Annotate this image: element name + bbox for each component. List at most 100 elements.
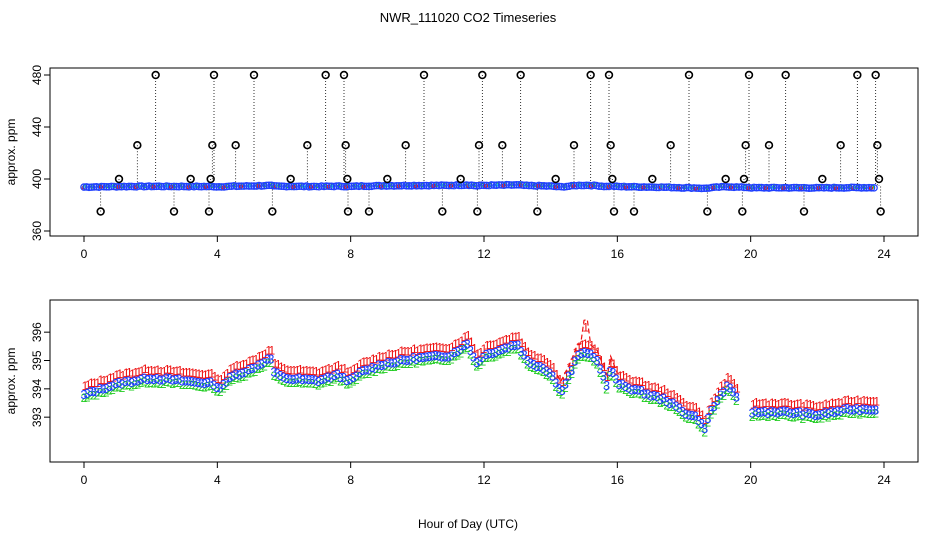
top-spike-point-42	[684, 70, 694, 80]
top-point-blue-46	[195, 182, 203, 191]
bot-marker-2-18: 2	[138, 376, 145, 390]
top-point-blue-275	[767, 183, 776, 192]
bot-marker-2-214: 2	[758, 409, 765, 423]
bot-marker-1-5: 1	[97, 373, 104, 387]
bot-marker-3-48: 3	[232, 367, 239, 382]
bot-marker-3-171: 3	[622, 379, 629, 394]
bot-marker-3-10: 3	[112, 376, 119, 391]
bot-marker-2-108: 2	[423, 354, 430, 368]
top-spike-point-18	[343, 174, 352, 184]
bot-marker-2-227: 2	[799, 412, 806, 426]
top-point-blue-161	[482, 181, 491, 190]
bot-marker-3-108: 3	[422, 349, 429, 364]
bot-marker-3-177: 3	[641, 387, 648, 402]
bot-marker-2-234: 2	[822, 409, 829, 423]
bot-marker-1-157: 1	[579, 338, 586, 352]
bot-marker-2-233: 2	[818, 411, 825, 425]
bot-marker-2-177: 2	[641, 391, 648, 405]
bot-marker-2-53: 2	[248, 365, 255, 379]
bot-marker-3-24: 3	[156, 372, 163, 387]
bot-marker-1-2: 1	[88, 376, 95, 390]
top-point-blue-171	[507, 181, 516, 189]
bot-marker-2-246: 2	[860, 406, 867, 420]
bot-marker-3-151: 3	[559, 383, 566, 398]
top-spike-point-23	[419, 70, 429, 80]
bot-marker-2-68: 2	[296, 375, 303, 389]
top-point-blue-200	[580, 181, 588, 190]
bot-marker-3-118: 3	[454, 344, 461, 359]
bot-marker-1-30: 1	[177, 364, 184, 378]
top-spike-point-6	[204, 207, 214, 216]
bot-marker-2-121: 2	[464, 341, 471, 355]
top-spike-point-36	[606, 141, 615, 150]
top-point-blue-255	[717, 182, 726, 191]
top-point-blue-249	[702, 184, 711, 192]
bot-marker-1-60: 1	[272, 357, 279, 371]
bot-marker-1-204: 1	[728, 373, 735, 387]
bot-marker-1-171: 1	[623, 371, 630, 385]
bot-marker-3-70: 3	[302, 371, 309, 386]
bot-marker-2-139: 2	[521, 352, 528, 366]
bot-marker-2-57: 2	[261, 360, 268, 374]
top-point-blue-269	[752, 183, 761, 192]
top-point-blue-29	[152, 182, 161, 191]
bot-marker-2-189: 2	[679, 408, 686, 422]
bot-marker-3-137: 3	[514, 337, 521, 352]
bot-marker-2-165: 2	[603, 383, 610, 397]
bot-marker-1-48: 1	[234, 358, 241, 372]
bot-marker-2-174: 2	[632, 387, 639, 401]
top-point-blue-291	[807, 184, 816, 192]
top-point-blue-276	[770, 183, 778, 192]
top-point-blue-190	[555, 182, 563, 191]
bot-marker-3-211: 3	[749, 406, 756, 421]
top-point-blue-261	[732, 183, 741, 191]
top-spike-point-12	[268, 207, 277, 216]
bot-marker-2-126: 2	[480, 355, 487, 369]
bot-marker-1-174: 1	[633, 374, 640, 388]
bot-marker-2-130: 2	[492, 349, 499, 363]
bot-marker-1-34: 1	[189, 366, 196, 380]
top-spike-point-46	[739, 174, 749, 184]
bot-marker-2-218: 2	[771, 409, 778, 423]
bot-marker-3-249: 3	[869, 403, 876, 418]
bot-marker-3-218: 3	[771, 405, 778, 420]
bot-marker-2-131: 2	[495, 348, 502, 362]
bot-marker-1-185: 1	[667, 388, 674, 402]
bot-marker-1-33: 1	[186, 365, 193, 379]
bot-marker-1-57: 1	[262, 347, 269, 361]
top-spike-point-28	[478, 70, 487, 80]
bot-marker-3-73: 3	[312, 373, 319, 388]
bot-marker-1-27: 1	[167, 363, 174, 377]
bot-marker-1-29: 1	[173, 364, 180, 378]
bot-marker-3-5: 3	[96, 381, 103, 396]
top-point-blue-73	[262, 181, 271, 190]
bot-red-dashed-line	[556, 318, 618, 384]
bot-marker-3-206: 3	[733, 390, 740, 405]
bot-marker-2-205: 2	[730, 389, 737, 403]
bot-marker-2-204: 2	[727, 385, 734, 399]
bot-marker-2-23: 2	[153, 375, 160, 389]
top-point-blue-130	[405, 182, 413, 190]
bot-marker-3-173: 3	[628, 382, 635, 397]
bot-marker-3-247: 3	[863, 402, 870, 417]
bot-marker-2-148: 2	[549, 373, 556, 387]
bot-marker-2-13: 2	[122, 379, 129, 393]
top-x-tick-label-20: 20	[744, 247, 758, 261]
bot-marker-2-28: 2	[169, 377, 176, 391]
bot-marker-3-197: 3	[704, 411, 711, 426]
top-spike-point-50	[781, 70, 790, 80]
bot-marker-1-182: 1	[658, 384, 665, 398]
bot-marker-1-40: 1	[208, 366, 215, 380]
bot-marker-3-98: 3	[391, 356, 398, 371]
top-spike-point-14	[303, 141, 312, 150]
bot-marker-3-138: 3	[517, 344, 524, 359]
top-point-blue-157	[472, 181, 481, 190]
bot-marker-3-245: 3	[856, 403, 863, 418]
bot-marker-3-242: 3	[847, 403, 854, 418]
bot-marker-2-95: 2	[381, 362, 388, 376]
bot-marker-1-232: 1	[816, 399, 823, 413]
bot-marker-3-58: 3	[264, 352, 271, 367]
bot-marker-1-69: 1	[300, 364, 307, 378]
bot-marker-3-146: 3	[543, 363, 550, 378]
bot-marker-1-218: 1	[772, 397, 779, 411]
